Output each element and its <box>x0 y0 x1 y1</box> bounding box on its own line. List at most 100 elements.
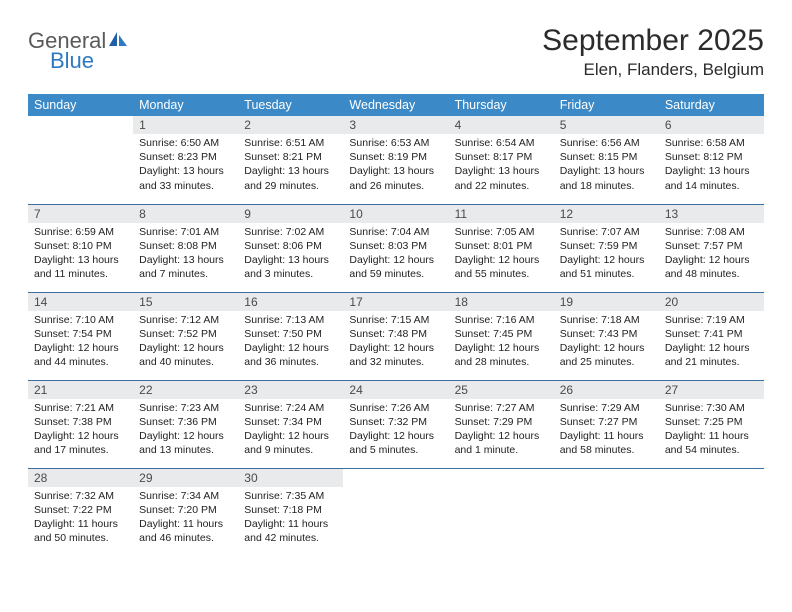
calendar-cell: 21Sunrise: 7:21 AMSunset: 7:38 PMDayligh… <box>28 380 133 468</box>
calendar-cell: 10Sunrise: 7:04 AMSunset: 8:03 PMDayligh… <box>343 204 448 292</box>
day-number: 9 <box>238 205 343 223</box>
calendar-cell: 11Sunrise: 7:05 AMSunset: 8:01 PMDayligh… <box>449 204 554 292</box>
day-number: 1 <box>133 116 238 134</box>
day-number: 8 <box>133 205 238 223</box>
calendar-cell: 23Sunrise: 7:24 AMSunset: 7:34 PMDayligh… <box>238 380 343 468</box>
brand-text: General Blue <box>28 30 128 72</box>
day-number <box>554 469 659 473</box>
day-details: Sunrise: 7:21 AMSunset: 7:38 PMDaylight:… <box>28 399 133 464</box>
calendar-cell: 9Sunrise: 7:02 AMSunset: 8:06 PMDaylight… <box>238 204 343 292</box>
calendar-cell <box>343 468 448 556</box>
day-details: Sunrise: 7:35 AMSunset: 7:18 PMDaylight:… <box>238 487 343 552</box>
calendar-cell: 20Sunrise: 7:19 AMSunset: 7:41 PMDayligh… <box>659 292 764 380</box>
calendar-table: Sunday Monday Tuesday Wednesday Thursday… <box>28 94 764 556</box>
calendar-page: General Blue September 2025 Elen, Flande… <box>0 0 792 580</box>
day-number: 28 <box>28 469 133 487</box>
calendar-cell: 26Sunrise: 7:29 AMSunset: 7:27 PMDayligh… <box>554 380 659 468</box>
day-number: 29 <box>133 469 238 487</box>
calendar-body: 1Sunrise: 6:50 AMSunset: 8:23 PMDaylight… <box>28 116 764 556</box>
calendar-cell <box>554 468 659 556</box>
day-number: 25 <box>449 381 554 399</box>
day-number: 7 <box>28 205 133 223</box>
day-number <box>343 469 448 473</box>
day-number: 5 <box>554 116 659 134</box>
day-number: 14 <box>28 293 133 311</box>
weekday-header: Saturday <box>659 94 764 116</box>
day-number: 26 <box>554 381 659 399</box>
day-details: Sunrise: 7:12 AMSunset: 7:52 PMDaylight:… <box>133 311 238 376</box>
calendar-cell: 16Sunrise: 7:13 AMSunset: 7:50 PMDayligh… <box>238 292 343 380</box>
calendar-cell: 12Sunrise: 7:07 AMSunset: 7:59 PMDayligh… <box>554 204 659 292</box>
day-details: Sunrise: 7:08 AMSunset: 7:57 PMDaylight:… <box>659 223 764 288</box>
day-details: Sunrise: 7:29 AMSunset: 7:27 PMDaylight:… <box>554 399 659 464</box>
day-details: Sunrise: 6:59 AMSunset: 8:10 PMDaylight:… <box>28 223 133 288</box>
day-number <box>449 469 554 473</box>
calendar-cell: 29Sunrise: 7:34 AMSunset: 7:20 PMDayligh… <box>133 468 238 556</box>
header: General Blue September 2025 Elen, Flande… <box>28 24 764 80</box>
day-details: Sunrise: 7:02 AMSunset: 8:06 PMDaylight:… <box>238 223 343 288</box>
weekday-header: Wednesday <box>343 94 448 116</box>
weekday-header: Friday <box>554 94 659 116</box>
day-details: Sunrise: 7:30 AMSunset: 7:25 PMDaylight:… <box>659 399 764 464</box>
day-number: 13 <box>659 205 764 223</box>
weekday-header: Monday <box>133 94 238 116</box>
calendar-cell: 13Sunrise: 7:08 AMSunset: 7:57 PMDayligh… <box>659 204 764 292</box>
weekday-header: Sunday <box>28 94 133 116</box>
day-details: Sunrise: 7:15 AMSunset: 7:48 PMDaylight:… <box>343 311 448 376</box>
calendar-cell: 25Sunrise: 7:27 AMSunset: 7:29 PMDayligh… <box>449 380 554 468</box>
calendar-row: 7Sunrise: 6:59 AMSunset: 8:10 PMDaylight… <box>28 204 764 292</box>
day-details: Sunrise: 7:13 AMSunset: 7:50 PMDaylight:… <box>238 311 343 376</box>
day-number: 22 <box>133 381 238 399</box>
day-details: Sunrise: 6:53 AMSunset: 8:19 PMDaylight:… <box>343 134 448 199</box>
day-number: 20 <box>659 293 764 311</box>
day-number: 3 <box>343 116 448 134</box>
calendar-cell: 5Sunrise: 6:56 AMSunset: 8:15 PMDaylight… <box>554 116 659 204</box>
calendar-cell: 3Sunrise: 6:53 AMSunset: 8:19 PMDaylight… <box>343 116 448 204</box>
day-details: Sunrise: 7:24 AMSunset: 7:34 PMDaylight:… <box>238 399 343 464</box>
day-number: 12 <box>554 205 659 223</box>
calendar-cell: 8Sunrise: 7:01 AMSunset: 8:08 PMDaylight… <box>133 204 238 292</box>
day-number: 11 <box>449 205 554 223</box>
day-details: Sunrise: 6:58 AMSunset: 8:12 PMDaylight:… <box>659 134 764 199</box>
day-details: Sunrise: 7:23 AMSunset: 7:36 PMDaylight:… <box>133 399 238 464</box>
day-number: 30 <box>238 469 343 487</box>
day-number: 27 <box>659 381 764 399</box>
calendar-cell: 7Sunrise: 6:59 AMSunset: 8:10 PMDaylight… <box>28 204 133 292</box>
calendar-cell: 17Sunrise: 7:15 AMSunset: 7:48 PMDayligh… <box>343 292 448 380</box>
calendar-cell: 15Sunrise: 7:12 AMSunset: 7:52 PMDayligh… <box>133 292 238 380</box>
calendar-cell: 22Sunrise: 7:23 AMSunset: 7:36 PMDayligh… <box>133 380 238 468</box>
location-text: Elen, Flanders, Belgium <box>542 60 764 80</box>
day-details: Sunrise: 7:16 AMSunset: 7:45 PMDaylight:… <box>449 311 554 376</box>
day-number: 15 <box>133 293 238 311</box>
day-details: Sunrise: 7:05 AMSunset: 8:01 PMDaylight:… <box>449 223 554 288</box>
day-details: Sunrise: 6:56 AMSunset: 8:15 PMDaylight:… <box>554 134 659 199</box>
day-number: 23 <box>238 381 343 399</box>
brand-word2: Blue <box>50 50 128 72</box>
day-number: 24 <box>343 381 448 399</box>
day-number: 21 <box>28 381 133 399</box>
day-details: Sunrise: 6:51 AMSunset: 8:21 PMDaylight:… <box>238 134 343 199</box>
calendar-cell: 2Sunrise: 6:51 AMSunset: 8:21 PMDaylight… <box>238 116 343 204</box>
day-number: 10 <box>343 205 448 223</box>
day-details: Sunrise: 7:27 AMSunset: 7:29 PMDaylight:… <box>449 399 554 464</box>
calendar-cell: 14Sunrise: 7:10 AMSunset: 7:54 PMDayligh… <box>28 292 133 380</box>
calendar-cell: 27Sunrise: 7:30 AMSunset: 7:25 PMDayligh… <box>659 380 764 468</box>
day-number: 4 <box>449 116 554 134</box>
calendar-cell: 18Sunrise: 7:16 AMSunset: 7:45 PMDayligh… <box>449 292 554 380</box>
brand-logo: General Blue <box>28 30 128 72</box>
calendar-cell: 30Sunrise: 7:35 AMSunset: 7:18 PMDayligh… <box>238 468 343 556</box>
day-details: Sunrise: 6:54 AMSunset: 8:17 PMDaylight:… <box>449 134 554 199</box>
weekday-header: Tuesday <box>238 94 343 116</box>
calendar-row: 14Sunrise: 7:10 AMSunset: 7:54 PMDayligh… <box>28 292 764 380</box>
calendar-row: 28Sunrise: 7:32 AMSunset: 7:22 PMDayligh… <box>28 468 764 556</box>
day-number: 18 <box>449 293 554 311</box>
calendar-cell <box>28 116 133 204</box>
day-details: Sunrise: 7:10 AMSunset: 7:54 PMDaylight:… <box>28 311 133 376</box>
calendar-cell: 24Sunrise: 7:26 AMSunset: 7:32 PMDayligh… <box>343 380 448 468</box>
calendar-row: 21Sunrise: 7:21 AMSunset: 7:38 PMDayligh… <box>28 380 764 468</box>
calendar-cell: 6Sunrise: 6:58 AMSunset: 8:12 PMDaylight… <box>659 116 764 204</box>
day-details: Sunrise: 7:34 AMSunset: 7:20 PMDaylight:… <box>133 487 238 552</box>
day-number: 17 <box>343 293 448 311</box>
day-details: Sunrise: 6:50 AMSunset: 8:23 PMDaylight:… <box>133 134 238 199</box>
day-details: Sunrise: 7:19 AMSunset: 7:41 PMDaylight:… <box>659 311 764 376</box>
